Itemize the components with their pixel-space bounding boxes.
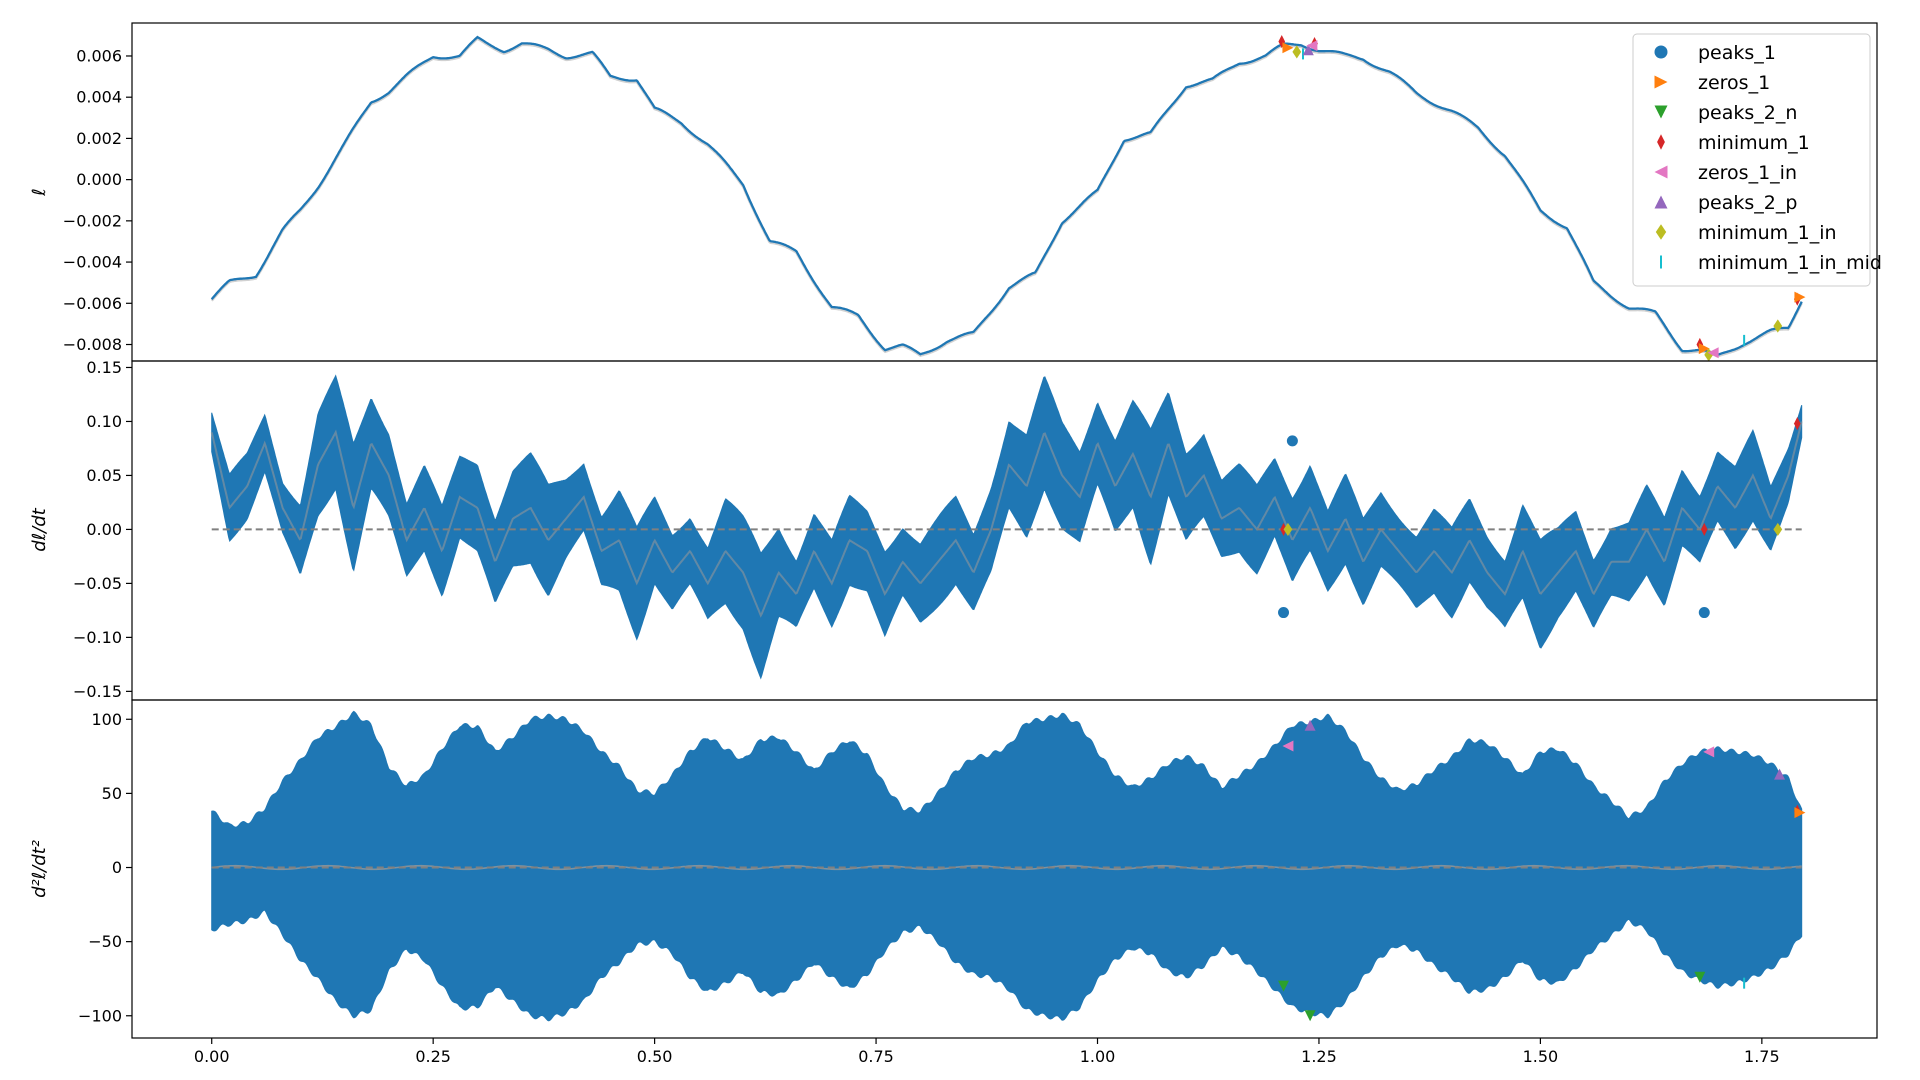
ell-plot-area bbox=[210, 34, 1806, 361]
d2ell-dt2-marker-peaks-2-n bbox=[1278, 980, 1290, 992]
legend-item-zeros-1-in: zeros_1_in bbox=[1654, 162, 1797, 184]
d2ell-dt2-y-axis: 100 50 0 −50 −100 bbox=[78, 710, 132, 1025]
ell-marker-minimum-1-in bbox=[1773, 319, 1783, 333]
dell-dt-marker-minimum-1-in bbox=[1773, 522, 1783, 537]
panel-dell-dt: dℓ/dt 0.15 0.10 0.05 0.00 −0.05 −0.10 −0.15 bbox=[29, 358, 1878, 701]
dell-dt-y-axis: 0.15 0.10 0.05 0.00 −0.05 −0.10 −0.15 bbox=[73, 358, 132, 701]
dell-dt-y-tick-label: −0.15 bbox=[73, 682, 122, 701]
ell-marker-peaks-2-p bbox=[1302, 44, 1314, 56]
dell-dt-y-tick-label: 0.10 bbox=[86, 412, 122, 431]
legend-label-peaks-1: peaks_1 bbox=[1698, 42, 1776, 64]
legend-marker-zeros-1 bbox=[1654, 75, 1668, 89]
dell-dt-marker-minimum-1 bbox=[1700, 522, 1708, 537]
d2ell-dt2-marker-zeros-1 bbox=[1794, 807, 1806, 819]
panel-d2ell-dt2: d²ℓ/dt² 100 50 0 −50 −100 0.00 0.25 0.50 0.75 1.0… bbox=[29, 699, 1878, 1066]
legend-label-minimum-1-in: minimum_1_in bbox=[1698, 222, 1837, 244]
ell-y-tick-label: −0.002 bbox=[63, 211, 122, 230]
ell-marker-zeros-1 bbox=[1282, 42, 1294, 54]
d2ell-dt2-plot-area bbox=[211, 710, 1806, 1022]
legend-item-peaks-2-n: peaks_2_n bbox=[1654, 102, 1797, 124]
d2ell-dt2-y-axis-label: d²ℓ/dt² bbox=[29, 840, 50, 898]
ell-y-tick-label: −0.004 bbox=[63, 253, 122, 272]
dell-dt-y-tick-label: −0.10 bbox=[73, 628, 122, 647]
d2ell-dt2-marker-zeros-1-in bbox=[1282, 740, 1294, 752]
d2ell-dt2-marker-peaks-2-p bbox=[1304, 719, 1316, 731]
d2ell-dt2-x-tick-label: 0.50 bbox=[637, 1047, 673, 1066]
d2ell-dt2-marker-peaks-2-n bbox=[1694, 971, 1706, 983]
ell-marker-zeros-1 bbox=[1698, 343, 1710, 355]
legend: peaks_1 zeros_1 peaks_2_n minimum_1 zeros_1_… bbox=[1632, 33, 1882, 287]
legend-marker-peaks-2-n bbox=[1654, 105, 1668, 119]
d2ell-dt2-y-tick-label: 50 bbox=[102, 784, 122, 803]
d2ell-dt2-y-tick-label: −100 bbox=[78, 1006, 122, 1025]
ell-y-axis: 0.006 0.004 0.002 0.000 −0.002 −0.004 −0.006 −0… bbox=[63, 46, 132, 354]
dell-dt-plot-area bbox=[210, 374, 1803, 680]
d2ell-dt2-marker-zeros-1-in bbox=[1703, 746, 1715, 758]
dell-dt-marker-minimum-1 bbox=[1793, 417, 1801, 431]
d2ell-dt2-x-tick-label: 0.75 bbox=[858, 1047, 894, 1066]
ell-y-tick-label: 0.000 bbox=[76, 170, 122, 189]
dell-dt-marker-peaks-1 bbox=[1286, 435, 1298, 447]
ell-y-tick-label: 0.002 bbox=[76, 129, 122, 148]
legend-item-minimum-1-in-mid: minimum_1_in_mid bbox=[1660, 252, 1882, 274]
d2ell-dt2-x-tick-label: 1.75 bbox=[1744, 1047, 1780, 1066]
dell-dt-y-tick-label: −0.05 bbox=[73, 574, 122, 593]
legend-marker-zeros-1-in bbox=[1654, 165, 1668, 179]
ell-marker-zeros-1 bbox=[1794, 291, 1806, 303]
d2ell-dt2-oscillation-band bbox=[211, 710, 1803, 1022]
d2ell-dt2-x-tick-label: 0.25 bbox=[415, 1047, 451, 1066]
ell-marker-minimum-1-in bbox=[1292, 45, 1302, 59]
dell-dt-marker-minimum-1-in bbox=[1283, 522, 1293, 537]
legend-label-zeros-1-in: zeros_1_in bbox=[1698, 162, 1797, 184]
d2ell-dt2-marker-peaks-2-p bbox=[1774, 768, 1786, 780]
d2ell-dt2-x-tick-label: 1.25 bbox=[1301, 1047, 1337, 1066]
d2ell-dt2-y-tick-label: 100 bbox=[91, 710, 122, 729]
ell-y-tick-label: 0.006 bbox=[76, 46, 122, 65]
legend-item-peaks-1: peaks_1 bbox=[1654, 42, 1776, 64]
dell-dt-y-tick-label: 0.00 bbox=[86, 520, 122, 539]
dell-dt-marker-peaks-1 bbox=[1698, 607, 1710, 619]
ell-y-tick-label: −0.006 bbox=[63, 294, 122, 313]
legend-label-minimum-1-in-mid: minimum_1_in_mid bbox=[1698, 252, 1882, 274]
d2ell-dt2-y-tick-label: −50 bbox=[88, 932, 122, 951]
legend-marker-minimum-1-in bbox=[1655, 224, 1667, 240]
legend-label-minimum-1: minimum_1 bbox=[1698, 132, 1810, 154]
ell-y-tick-label: 0.004 bbox=[76, 88, 122, 107]
ell-marker-zeros-1-in bbox=[1306, 40, 1318, 52]
d2ell-dt2-axes-frame bbox=[131, 699, 1878, 1039]
d2ell-dt2-x-tick-label: 1.50 bbox=[1523, 1047, 1559, 1066]
ell-y-tick-label: −0.008 bbox=[63, 335, 122, 354]
legend-item-zeros-1: zeros_1 bbox=[1654, 72, 1770, 94]
d2ell-dt2-x-tick-label: 0.00 bbox=[194, 1047, 230, 1066]
dell-dt-oscillation-band bbox=[211, 374, 1803, 680]
legend-marker-peaks-2-p bbox=[1654, 195, 1668, 209]
dell-dt-marker-peaks-1 bbox=[1278, 607, 1290, 619]
dell-dt-smoothed-line bbox=[210, 421, 1803, 618]
legend-marker-minimum-1 bbox=[1657, 134, 1665, 150]
dell-dt-y-tick-label: 0.15 bbox=[86, 358, 122, 377]
legend-marker-peaks-1 bbox=[1654, 45, 1668, 59]
d2ell-dt2-x-tick-label: 1.00 bbox=[1080, 1047, 1116, 1066]
legend-item-minimum-1-in: minimum_1_in bbox=[1655, 222, 1837, 244]
d2ell-dt2-y-tick-label: 0 bbox=[112, 858, 122, 877]
legend-label-peaks-2-n: peaks_2_n bbox=[1698, 102, 1797, 124]
dell-dt-y-tick-label: 0.05 bbox=[86, 466, 122, 485]
d2ell-dt2-x-axis: 0.00 0.25 0.50 0.75 1.00 1.25 1.50 1.75 bbox=[194, 1038, 1780, 1066]
legend-box bbox=[1632, 33, 1871, 287]
dell-dt-marker-minimum-1 bbox=[1280, 522, 1287, 537]
ell-signal-line bbox=[210, 35, 1803, 357]
ell-marker-minimum-1-in bbox=[1704, 348, 1714, 361]
ell-marker-zeros-1-in bbox=[1707, 347, 1719, 359]
d2ell-dt2-marker-peaks-2-n bbox=[1304, 1010, 1316, 1022]
legend-label-peaks-2-p: peaks_2_p bbox=[1698, 192, 1797, 214]
dell-dt-y-axis-label: dℓ/dt bbox=[29, 507, 50, 551]
legend-item-peaks-2-p: peaks_2_p bbox=[1654, 192, 1797, 214]
legend-label-zeros-1: zeros_1 bbox=[1698, 72, 1770, 94]
legend-item-minimum-1: minimum_1 bbox=[1657, 132, 1810, 154]
ell-y-axis-label: ℓ bbox=[29, 188, 50, 196]
